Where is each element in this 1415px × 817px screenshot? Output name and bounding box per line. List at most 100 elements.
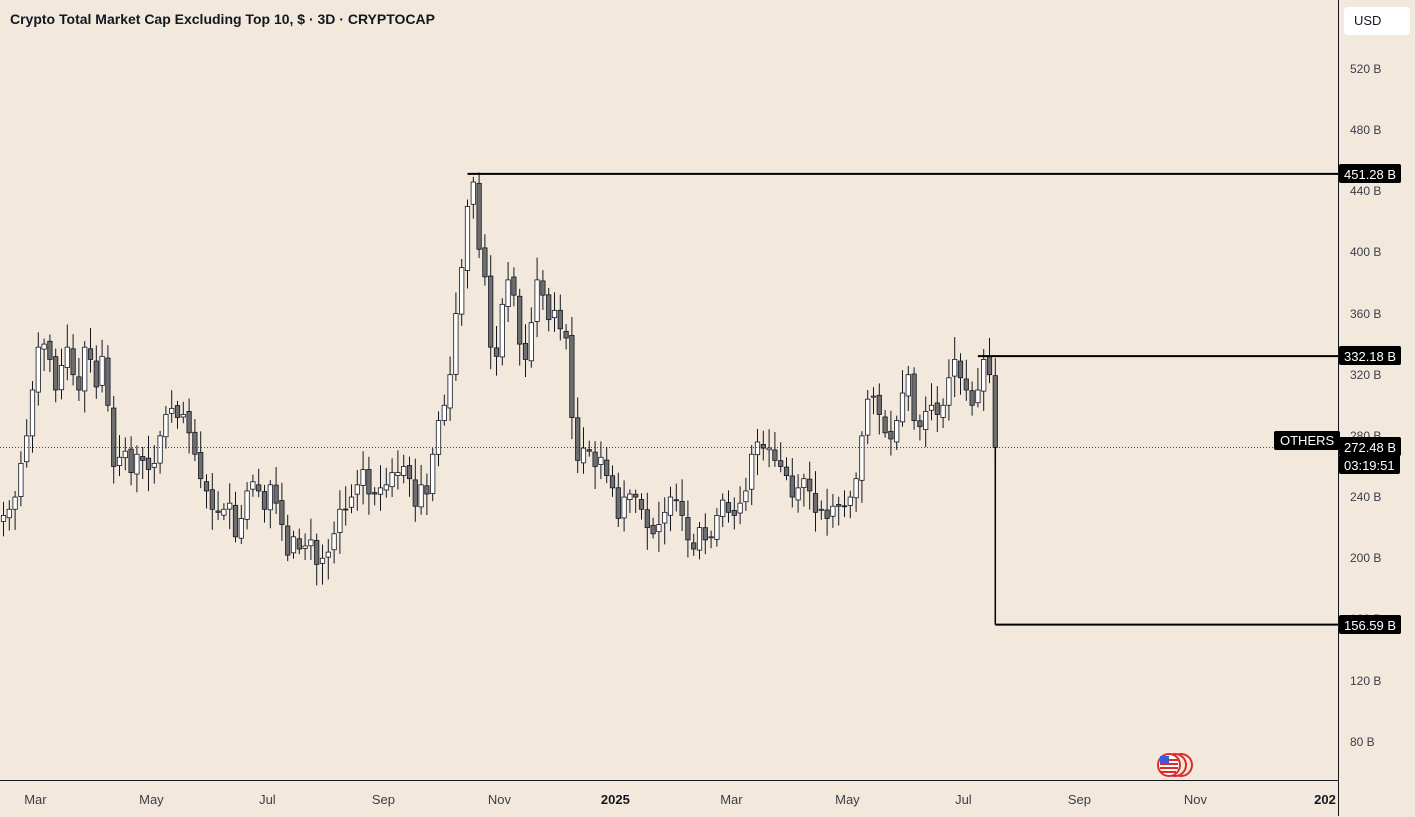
- candle-body: [435, 420, 442, 455]
- candle-body: [528, 322, 534, 362]
- candle-body: [401, 466, 407, 476]
- candle-body: [604, 459, 610, 477]
- candle-body: [111, 407, 117, 467]
- candle-body: [337, 508, 343, 533]
- candle-body: [58, 365, 65, 391]
- candle-body: [250, 481, 256, 490]
- candle-body: [70, 348, 76, 376]
- candle-body: [290, 536, 297, 554]
- candle-body: [580, 447, 587, 464]
- candle-body: [621, 496, 627, 519]
- candle-body: [731, 510, 737, 516]
- candle-body: [859, 435, 865, 481]
- y-tick-label: 400 B: [1350, 245, 1382, 260]
- price-axis[interactable]: 520 B 480 B 440 B 400 B 360 B 320 B 280 B 240 B…: [1338, 0, 1415, 816]
- candle-body: [244, 490, 250, 520]
- candle-body: [395, 472, 401, 476]
- candle-body: [470, 181, 476, 205]
- candle-body: [134, 453, 140, 475]
- y-tick-label: 320 B: [1350, 367, 1382, 382]
- candle-body: [656, 524, 662, 533]
- candle-body: [151, 463, 157, 468]
- candle-body: [853, 478, 859, 499]
- price-tag-prev-high: 332.18 B: [1339, 346, 1402, 366]
- candle-body: [93, 360, 99, 388]
- price-chart[interactable]: [0, 0, 1338, 780]
- candle-body: [418, 484, 424, 508]
- candle-body: [673, 499, 679, 502]
- candle-body: [87, 348, 94, 360]
- x-tick-label: 2025: [600, 792, 630, 807]
- candle-body: [685, 517, 691, 541]
- candle-body: [592, 451, 598, 467]
- candle-body: [894, 420, 900, 443]
- x-tick-label: Nov: [487, 792, 511, 807]
- price-tag-high: 451.28 B: [1339, 163, 1402, 183]
- candle-body: [899, 392, 906, 423]
- candle-body: [488, 275, 494, 348]
- candle-body: [563, 330, 569, 339]
- candle-body: [569, 335, 575, 418]
- candle-body: [41, 343, 47, 350]
- candle-body: [238, 518, 244, 539]
- us-flag-icon[interactable]: [1155, 751, 1195, 779]
- y-tick-label: 240 B: [1350, 490, 1382, 505]
- candle-body: [441, 404, 447, 421]
- candle-body: [279, 500, 285, 525]
- candle-body: [807, 478, 813, 492]
- candle-body: [644, 509, 650, 529]
- candle-body: [331, 533, 337, 551]
- candle-body: [140, 456, 146, 461]
- candle-body: [35, 346, 41, 393]
- candle-body: [575, 417, 581, 461]
- candle-body: [952, 359, 958, 377]
- candle-body: [923, 411, 929, 430]
- candle-body: [586, 449, 592, 452]
- price-tag-last: 272.48 B: [1339, 437, 1402, 457]
- candle-body: [314, 539, 320, 565]
- candle-body: [795, 487, 801, 501]
- candle-body: [0, 515, 7, 522]
- candle-body: [174, 405, 181, 418]
- candle-body: [725, 502, 732, 513]
- candle-body: [708, 536, 714, 539]
- currency-button[interactable]: USD: [1344, 7, 1410, 35]
- candle-body: [343, 508, 349, 511]
- candle-body: [876, 394, 882, 415]
- candle-body: [905, 374, 911, 397]
- candle-body: [209, 489, 215, 510]
- x-tick-label: 202: [1314, 792, 1336, 807]
- candle-body: [696, 527, 703, 551]
- candle-body: [145, 457, 152, 470]
- candle-body: [812, 493, 819, 513]
- candle-body: [389, 472, 395, 488]
- time-axis[interactable]: Mar May Jul Sep Nov 2025 Mar May Jul Sep Nov 202: [0, 780, 1338, 817]
- candle-body: [841, 505, 848, 508]
- candle-body: [122, 450, 128, 459]
- candle-body: [969, 390, 975, 406]
- candle-body: [192, 431, 198, 455]
- candle-body: [163, 414, 169, 438]
- candle-body: [824, 509, 830, 519]
- candle-body: [882, 416, 888, 434]
- candle-body: [963, 378, 969, 391]
- candle-body: [714, 515, 720, 540]
- candle-body: [203, 481, 210, 492]
- countdown-tag: 03:19:51: [1339, 455, 1400, 475]
- candle-body: [53, 356, 59, 391]
- candle-body: [609, 475, 616, 489]
- candle-body: [760, 444, 766, 449]
- candle-body: [82, 346, 88, 392]
- x-tick-label: Sep: [1067, 792, 1091, 807]
- candle-body: [865, 398, 871, 436]
- candle-body: [766, 447, 772, 451]
- candle-body: [308, 539, 314, 547]
- candle-body: [459, 267, 465, 315]
- candle-body: [633, 493, 639, 498]
- candle-body: [870, 395, 877, 398]
- candle-body: [992, 375, 998, 448]
- y-tick-label: 480 B: [1350, 123, 1382, 137]
- candle-body: [198, 452, 204, 480]
- candle-body: [551, 310, 558, 319]
- x-tick-label: Mar: [24, 792, 47, 807]
